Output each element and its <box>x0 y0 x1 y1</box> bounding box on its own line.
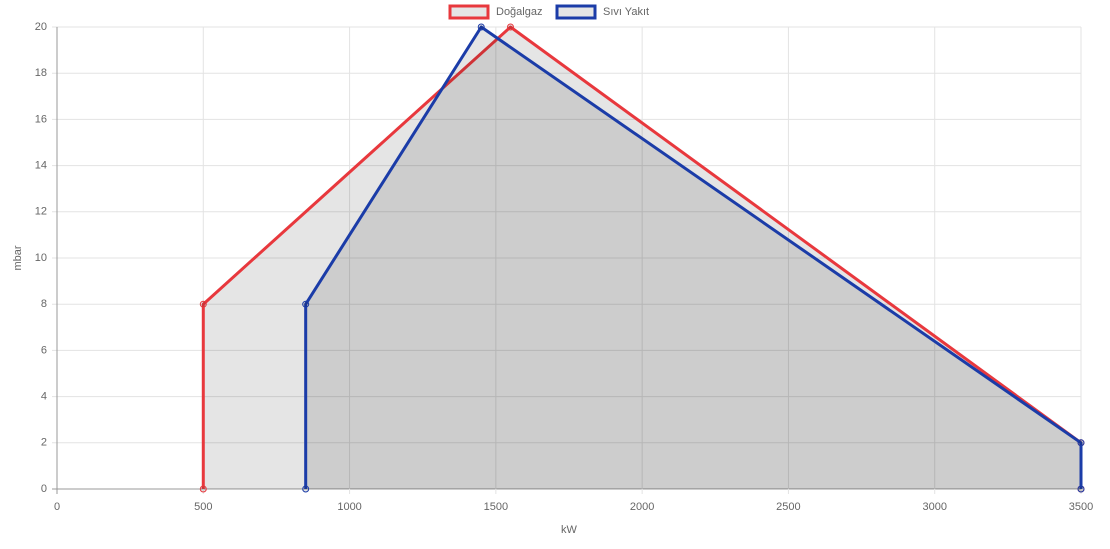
x-tick-label: 0 <box>54 501 60 513</box>
series-line <box>304 25 1083 489</box>
y-tick-label: 4 <box>41 391 47 403</box>
point <box>1077 485 1085 493</box>
y-tick-label: 6 <box>41 344 47 356</box>
y-tick-label: 2 <box>41 437 47 449</box>
x-tick-label: 1500 <box>484 501 508 513</box>
point <box>302 485 310 493</box>
point <box>199 300 207 308</box>
y-tick-label: 8 <box>41 298 47 310</box>
y-tick-label: 10 <box>35 252 47 264</box>
x-tick-label: 2500 <box>776 501 800 513</box>
point <box>477 23 485 31</box>
y-tick-label: 18 <box>35 67 47 79</box>
x-tick-label: 500 <box>194 501 212 513</box>
x-tick-label: 1000 <box>337 501 361 513</box>
y-tick-label: 14 <box>35 160 47 172</box>
point <box>302 300 310 308</box>
x-tick-label: 3500 <box>1069 501 1093 513</box>
point <box>199 485 207 493</box>
y-axis-label: mbar <box>12 245 24 270</box>
y-tick-label: 20 <box>35 21 47 33</box>
point <box>1077 439 1085 447</box>
y-tick-label: 16 <box>35 113 47 125</box>
legend-label: Doğalgaz <box>496 6 542 18</box>
series-area <box>305 27 1082 489</box>
x-tick-label: 3000 <box>922 501 946 513</box>
legend-label: Sıvı Yakıt <box>603 6 649 18</box>
x-tick-label: 2000 <box>630 501 654 513</box>
legend-swatch <box>555 4 597 20</box>
x-axis-label: kW <box>561 524 578 536</box>
series-area <box>203 27 1082 489</box>
point <box>506 23 514 31</box>
y-tick-label: 12 <box>35 206 47 218</box>
legend-swatch <box>448 4 490 20</box>
y-tick-label: 0 <box>41 483 47 495</box>
